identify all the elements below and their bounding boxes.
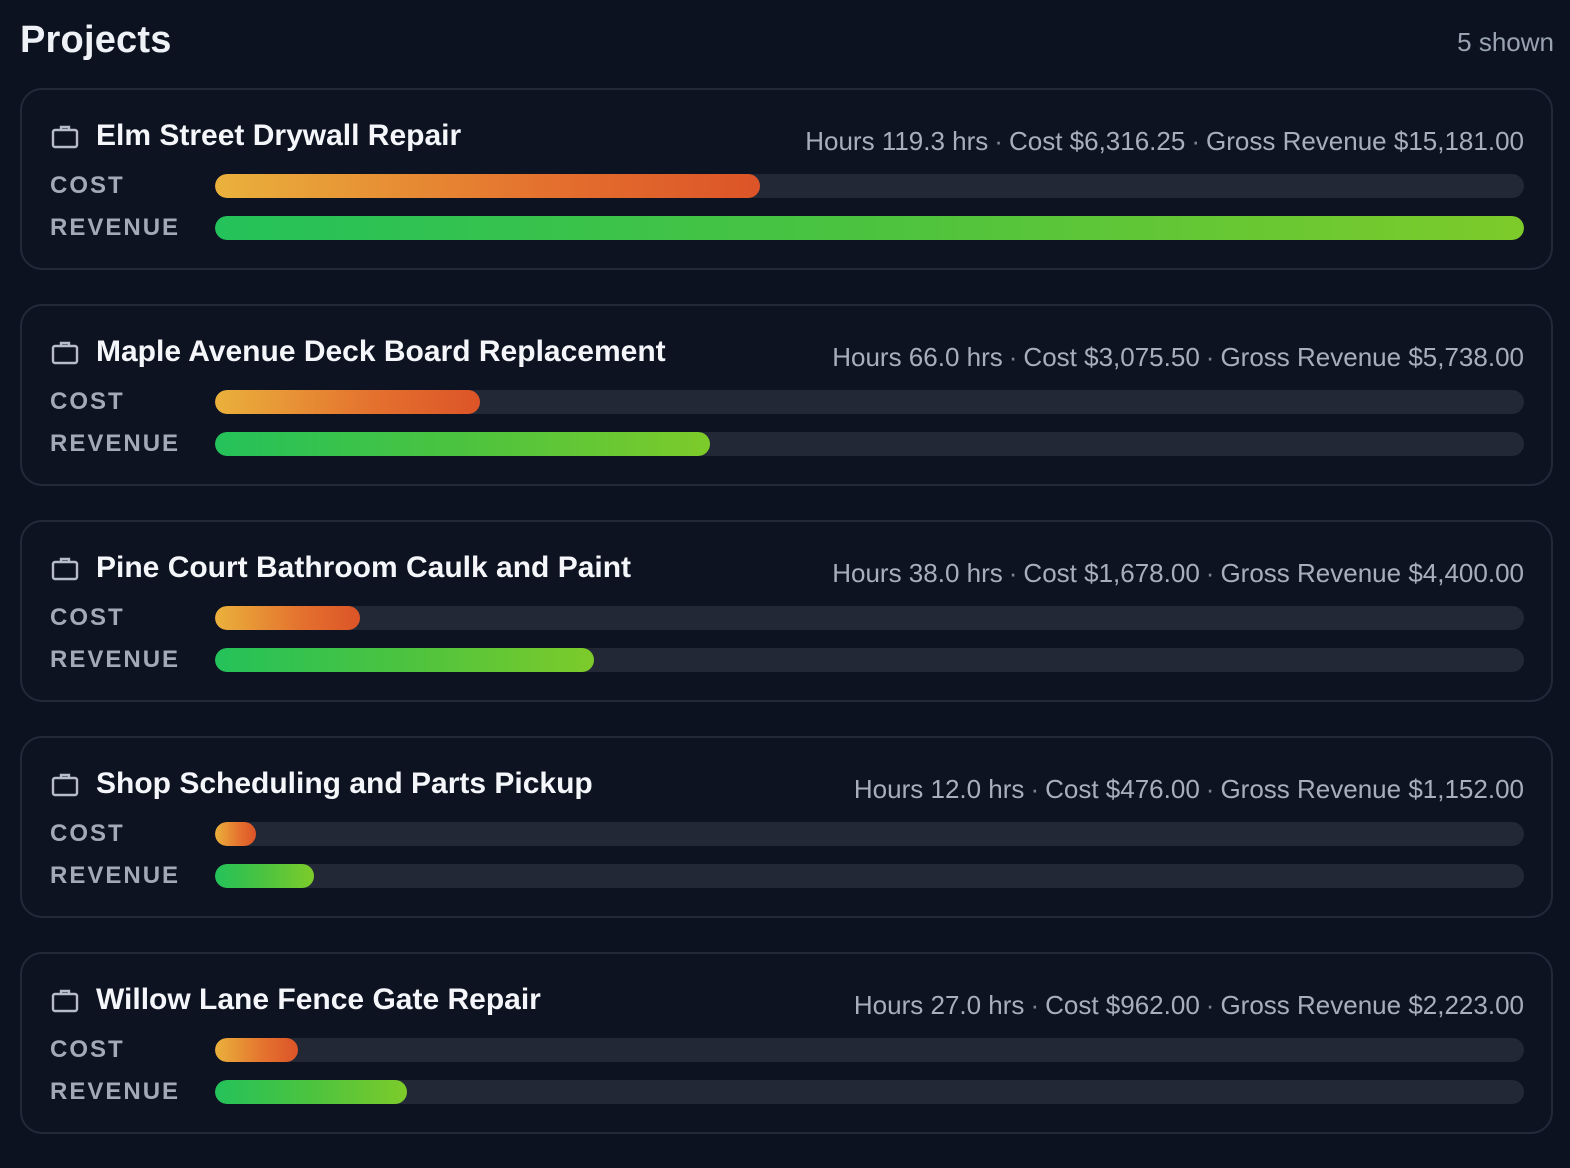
revenue-bar-row: REVENUE xyxy=(50,430,1524,457)
cost-bar-row: COST xyxy=(50,604,1524,631)
page-title: Projects xyxy=(20,18,172,61)
project-revenue: Gross Revenue $1,152.00 xyxy=(1220,773,1524,804)
separator-dot: · xyxy=(1008,341,1018,372)
project-name[interactable]: Shop Scheduling and Parts Pickup xyxy=(96,767,593,800)
cost-bar-row: COST xyxy=(50,172,1524,199)
revenue-bar-row: REVENUE xyxy=(50,862,1524,889)
cost-label: COST xyxy=(50,604,125,631)
projects-header: Projects 5 shown xyxy=(20,12,1554,68)
revenue-label: REVENUE xyxy=(50,214,181,241)
project-stats: Hours 119.3 hrs · Cost $6,316.25 · Gross Rev… xyxy=(805,126,1524,157)
cost-bar-fill xyxy=(215,174,760,198)
project-revenue: Gross Revenue $4,400.00 xyxy=(1220,557,1524,588)
separator-dot: · xyxy=(1008,557,1018,588)
revenue-bar-track xyxy=(215,216,1524,240)
separator-dot: · xyxy=(1205,557,1215,588)
project-title-wrap: Willow Lane Fence Gate Repair xyxy=(50,983,541,1017)
cost-bar-track xyxy=(215,1038,1524,1062)
revenue-bar-fill xyxy=(215,216,1524,240)
cost-bar-track xyxy=(215,390,1524,414)
revenue-bar-row: REVENUE xyxy=(50,646,1524,673)
revenue-bar-fill xyxy=(215,648,595,672)
project-cost: Cost $6,316.25 xyxy=(1008,125,1186,156)
briefcase-icon xyxy=(50,769,80,799)
project-hours: Hours 38.0 hrs xyxy=(832,557,1003,588)
project-revenue: Gross Revenue $15,181.00 xyxy=(1206,125,1524,156)
cost-bar-track xyxy=(215,174,1524,198)
revenue-label: REVENUE xyxy=(50,430,181,457)
project-cost: Cost $476.00 xyxy=(1045,773,1200,804)
cost-bar-track xyxy=(215,606,1524,630)
cost-bar-fill xyxy=(215,606,360,630)
project-hours: Hours 27.0 hrs xyxy=(853,989,1025,1020)
briefcase-icon xyxy=(50,337,80,367)
revenue-bar-track xyxy=(215,648,1524,672)
cost-label: COST xyxy=(50,1036,125,1063)
briefcase-icon xyxy=(50,553,80,583)
cost-bar-fill xyxy=(215,390,481,414)
revenue-bar-track xyxy=(215,432,1524,456)
briefcase-icon xyxy=(50,985,80,1015)
separator-dot: · xyxy=(1030,989,1040,1020)
revenue-label: REVENUE xyxy=(50,646,181,673)
briefcase-icon xyxy=(50,121,80,151)
project-cost: Cost $1,678.00 xyxy=(1023,557,1200,588)
project-name[interactable]: Pine Court Bathroom Caulk and Paint xyxy=(96,551,632,584)
project-name[interactable]: Willow Lane Fence Gate Repair xyxy=(96,983,541,1016)
project-stats: Hours 66.0 hrs · Cost $3,075.50 · Gross Reve… xyxy=(832,342,1524,373)
project-card-header: Pine Court Bathroom Caulk and Paint Hour… xyxy=(50,548,1524,588)
project-card-header: Maple Avenue Deck Board Replacement Hour… xyxy=(50,332,1524,372)
project-name[interactable]: Maple Avenue Deck Board Replacement xyxy=(96,335,666,368)
separator-dot: · xyxy=(994,125,1003,156)
project-name[interactable]: Elm Street Drywall Repair xyxy=(96,119,462,152)
revenue-bar-row: REVENUE xyxy=(50,1078,1524,1105)
project-cost: Cost $962.00 xyxy=(1045,989,1200,1020)
project-card[interactable]: Maple Avenue Deck Board Replacement Hour… xyxy=(20,304,1553,486)
revenue-label: REVENUE xyxy=(50,862,181,889)
separator-dot: · xyxy=(1191,125,1200,156)
project-hours: Hours 12.0 hrs xyxy=(853,773,1025,804)
separator-dot: · xyxy=(1205,341,1215,372)
revenue-bar-track xyxy=(215,864,1524,888)
separator-dot: · xyxy=(1030,773,1040,804)
revenue-bar-fill xyxy=(215,1080,407,1104)
revenue-bar-fill xyxy=(215,864,315,888)
project-card-header: Willow Lane Fence Gate Repair Hours 27.0… xyxy=(50,980,1524,1020)
cost-bar-track xyxy=(215,822,1524,846)
cost-bar-row: COST xyxy=(50,1036,1524,1063)
project-card[interactable]: Elm Street Drywall Repair Hours 119.3 hr… xyxy=(20,88,1553,270)
project-hours: Hours 66.0 hrs xyxy=(832,341,1003,372)
project-revenue: Gross Revenue $5,738.00 xyxy=(1220,341,1524,372)
project-stats: Hours 12.0 hrs · Cost $476.00 · Gross Revenu… xyxy=(854,774,1524,805)
cost-label: COST xyxy=(50,388,125,415)
revenue-bar-fill xyxy=(215,432,710,456)
cost-label: COST xyxy=(50,172,125,199)
project-title-wrap: Elm Street Drywall Repair xyxy=(50,119,461,153)
revenue-bar-row: REVENUE xyxy=(50,214,1524,241)
project-title-wrap: Maple Avenue Deck Board Replacement xyxy=(50,335,666,369)
cost-label: COST xyxy=(50,820,125,847)
project-hours: Hours 119.3 hrs xyxy=(805,125,989,156)
project-card-header: Elm Street Drywall Repair Hours 119.3 hr… xyxy=(50,116,1524,156)
cost-bar-fill xyxy=(215,822,257,846)
shown-count: 5 shown xyxy=(1457,26,1554,57)
cost-bar-row: COST xyxy=(50,820,1524,847)
project-card[interactable]: Willow Lane Fence Gate Repair Hours 27.0… xyxy=(20,952,1553,1134)
project-stats: Hours 27.0 hrs · Cost $962.00 · Gross Revenu… xyxy=(854,990,1524,1021)
project-card[interactable]: Pine Court Bathroom Caulk and Paint Hour… xyxy=(20,520,1553,702)
project-revenue: Gross Revenue $2,223.00 xyxy=(1220,989,1524,1020)
project-card[interactable]: Shop Scheduling and Parts Pickup Hours 1… xyxy=(20,736,1553,918)
project-list: Elm Street Drywall Repair Hours 119.3 hr… xyxy=(20,88,1553,1168)
project-title-wrap: Shop Scheduling and Parts Pickup xyxy=(50,767,593,801)
project-cost: Cost $3,075.50 xyxy=(1023,341,1200,372)
separator-dot: · xyxy=(1205,989,1215,1020)
separator-dot: · xyxy=(1205,773,1215,804)
cost-bar-row: COST xyxy=(50,388,1524,415)
revenue-bar-track xyxy=(215,1080,1524,1104)
revenue-label: REVENUE xyxy=(50,1078,181,1105)
cost-bar-fill xyxy=(215,1038,298,1062)
project-card-header: Shop Scheduling and Parts Pickup Hours 1… xyxy=(50,764,1524,804)
project-stats: Hours 38.0 hrs · Cost $1,678.00 · Gross Reve… xyxy=(832,558,1524,589)
project-title-wrap: Pine Court Bathroom Caulk and Paint xyxy=(50,551,631,585)
